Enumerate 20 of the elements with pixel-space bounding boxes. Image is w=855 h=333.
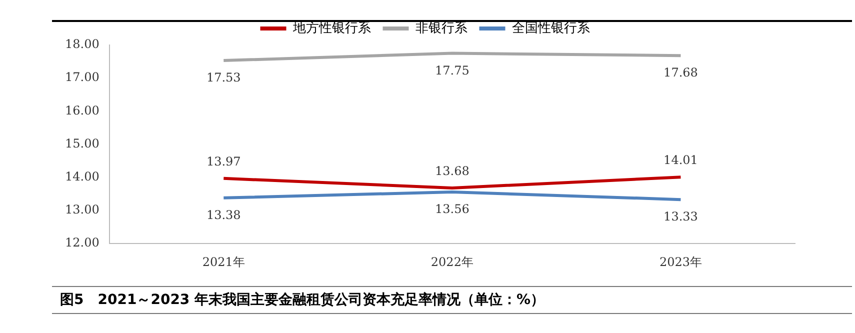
y-tick-label: 12.00 (64, 236, 100, 250)
data-label: 17.53 (206, 70, 241, 85)
y-tick-label: 16.00 (64, 103, 100, 118)
data-label: 13.97 (206, 154, 241, 169)
x-tick-label: 2022年 (430, 254, 474, 269)
data-label: 13.68 (434, 164, 470, 178)
text: 图5 2021～2023 年末我国主要金融租赁公司资本充足率情况（单位：%） (52, 286, 852, 314)
y-tick-label: 17.00 (64, 70, 100, 84)
y-tick-label: 15.00 (64, 136, 100, 150)
data-label: 17.68 (664, 66, 698, 80)
y-tick-label: 18.00 (64, 37, 100, 52)
y-tick-label: 14.00 (64, 170, 100, 184)
x-tick-label: 2023年 (659, 254, 702, 269)
data-label: 14.01 (664, 153, 698, 168)
y-tick-label: 13.00 (64, 202, 100, 217)
data-label: 13.56 (434, 202, 470, 216)
x-tick-label: 2021年 (202, 254, 245, 269)
data-label: 13.33 (664, 210, 698, 224)
data-label: 13.38 (206, 208, 241, 222)
data-label: 17.75 (434, 63, 470, 78)
